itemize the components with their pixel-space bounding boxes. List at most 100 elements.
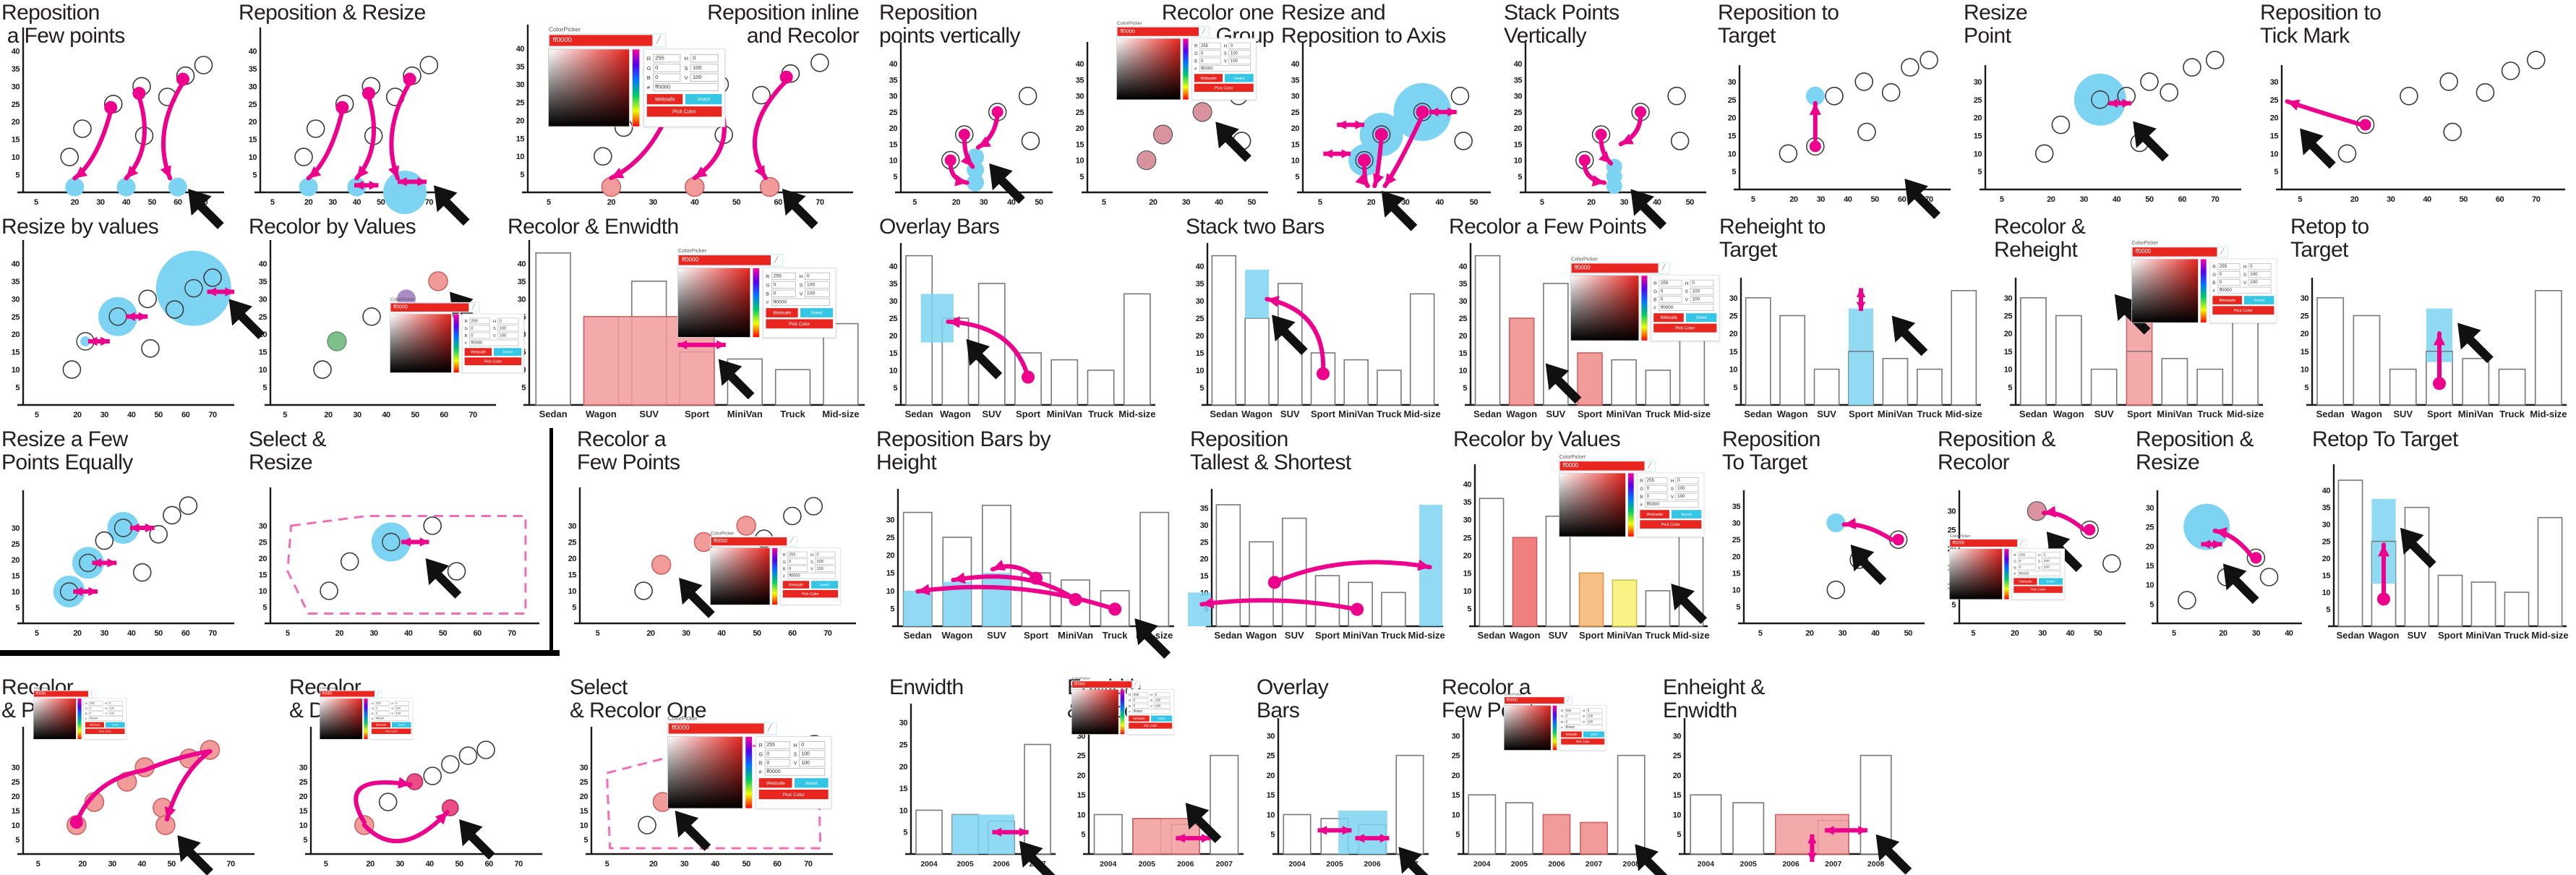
data-point-open[interactable] [132,563,152,582]
b-field[interactable]: 0 [469,332,491,339]
pick-color-button[interactable]: Pick Color [766,319,834,329]
v-field[interactable]: 100 [815,565,836,572]
bar-2008[interactable] [1617,754,1646,855]
invert-button[interactable]: Invert [811,581,839,589]
eyedropper-icon[interactable]: ╱ [1644,461,1655,471]
b-field[interactable]: 0 [1132,703,1149,709]
hex-field[interactable]: ff0000 [653,82,719,92]
v-field[interactable]: 100 [1586,719,1603,725]
overlay-bar[interactable] [952,814,1014,854]
data-point-open[interactable] [783,506,802,526]
data-point-handle[interactable] [1374,128,1388,141]
data-point-recolored[interactable] [1137,150,1157,171]
bar-Sedan[interactable] [1215,504,1241,627]
pick-color-button[interactable]: Pick Color [2212,306,2275,315]
data-point-handle[interactable] [104,101,118,114]
data-point-open[interactable] [149,525,168,544]
data-point-open[interactable] [163,505,181,525]
pick-color-button[interactable]: Pick Color [758,789,829,800]
data-point-open[interactable] [447,562,466,581]
hex-input[interactable]: ff0000 [668,723,764,734]
data-point-open[interactable] [95,531,114,550]
s-field[interactable]: 100 [1690,288,1714,295]
eyedropper-icon[interactable]: ╱ [763,723,776,734]
pick-color-button[interactable]: Pick Color [1640,520,1702,529]
hex-field[interactable]: ff0000 [2017,571,2061,576]
hue-slider[interactable] [745,736,753,809]
bar-Truck[interactable] [1645,590,1671,627]
data-point-recolored[interactable] [155,815,176,835]
data-point-blue[interactable] [967,174,985,192]
eyedropper-icon[interactable]: ╱ [771,255,782,265]
pick-color-button[interactable]: Pick Color [1653,323,1717,333]
data-point-open[interactable] [2526,51,2546,69]
data-point-selected[interactable] [991,106,1004,118]
bar-Mid-size[interactable] [1951,290,1977,406]
bar-Wagon[interactable] [1779,315,1806,406]
pick-color-button[interactable]: Pick Color [1194,83,1254,92]
b-field[interactable]: 0 [2017,564,2036,571]
s-field[interactable]: 100 [1228,50,1251,57]
eyedropper-icon[interactable]: ╱ [1564,697,1572,704]
g-field[interactable]: 0 [2017,558,2036,564]
invert-button[interactable]: Invert [2244,296,2275,304]
data-point-open[interactable] [2183,58,2201,77]
data-point-open[interactable] [2501,61,2520,80]
r-field[interactable]: 255 [2217,262,2241,270]
data-point-open[interactable] [1450,86,1470,106]
g-field[interactable]: 0 [1645,485,1668,492]
data-point-open[interactable] [1901,58,1920,77]
bar-Sport[interactable] [1577,352,1603,406]
v-field[interactable]: 100 [1690,296,1714,303]
data-point-outline[interactable] [382,532,401,552]
saturation-value-area[interactable] [1559,472,1626,537]
data-point-blue[interactable] [80,336,91,346]
eyedropper-icon[interactable]: ╱ [1658,263,1669,273]
bar-MiniVan[interactable] [2462,357,2490,406]
data-point-recolored[interactable] [759,176,780,197]
hex-field[interactable]: ff0000 [2217,286,2272,294]
websafe-button[interactable]: Websafe [371,722,391,727]
websafe-button[interactable]: Websafe [758,778,792,788]
data-point-blue[interactable] [168,177,187,197]
invert-button[interactable]: Invert [392,722,411,727]
websafe-button[interactable]: Websafe [2014,578,2037,585]
s-field[interactable]: 100 [497,325,519,332]
data-point-open[interactable] [165,300,184,319]
s-field[interactable]: 100 [690,64,719,72]
data-point-blue[interactable] [107,512,140,544]
bar-MiniVan[interactable] [2161,357,2188,406]
data-point-selected[interactable] [1635,106,1647,118]
data-point-open[interactable] [138,289,158,309]
saturation-value-area[interactable] [320,698,363,740]
b-field[interactable]: 0 [88,711,103,716]
h-field[interactable]: 0 [815,551,836,558]
data-point-blue[interactable] [1826,513,1846,533]
hex-field[interactable]: ff0000 [764,768,826,776]
hex-input[interactable]: ff0000 [1117,27,1199,36]
data-point-blue[interactable] [53,576,85,607]
data-point-selected[interactable] [1809,140,1821,153]
bar-Mid-size[interactable] [2534,290,2562,406]
data-point-open[interactable] [594,147,612,166]
bar-MiniVan[interactable] [1882,357,1909,406]
data-point-open[interactable] [752,85,771,105]
r-field[interactable]: 255 [2017,552,2036,558]
data-point-open[interactable] [423,516,442,535]
data-point-blue[interactable] [98,296,138,336]
bar-Truck[interactable] [1087,370,1115,406]
data-point-outline[interactable] [2091,90,2110,109]
data-point-blue[interactable] [2183,503,2230,550]
v-field[interactable]: 100 [690,73,719,82]
data-point-blue[interactable] [72,547,104,579]
h-field[interactable]: 0 [2042,552,2061,558]
data-point-open[interactable] [1018,86,1037,106]
saturation-value-area[interactable] [1071,689,1119,735]
saturation-value-area[interactable] [710,547,771,605]
s-field[interactable]: 100 [815,558,836,565]
data-point-open[interactable] [804,497,823,516]
data-point-outline[interactable] [184,278,203,298]
h-field[interactable]: 0 [1690,279,1714,287]
hex-field[interactable]: ff0000 [1659,304,1714,311]
hue-slider[interactable] [1552,705,1557,751]
